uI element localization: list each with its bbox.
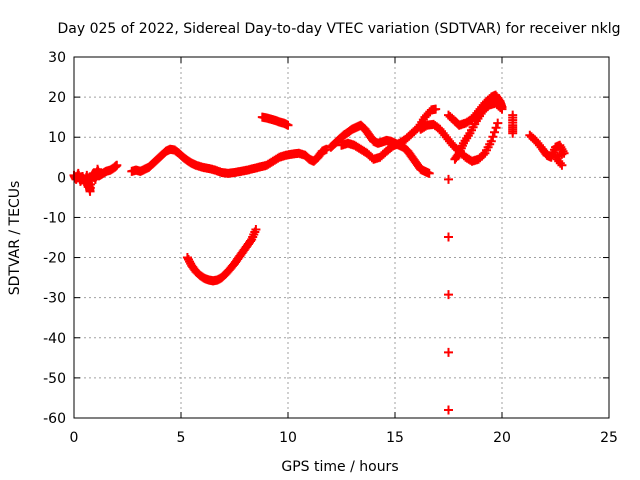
data-point-outliers <box>444 290 453 300</box>
y-tick-label: -30 <box>43 291 66 307</box>
data-point-seg-8 <box>508 128 518 138</box>
data-point-outliers <box>444 347 453 357</box>
data-point-seg-5 <box>486 136 496 146</box>
y-tick-label: -20 <box>43 251 66 267</box>
y-tick-label: 20 <box>48 90 66 106</box>
data-point-outliers <box>444 174 453 184</box>
x-tick-label: 10 <box>279 430 297 446</box>
data-point-seg-4 <box>431 104 441 114</box>
data-point-seg-2 <box>283 120 293 130</box>
y-tick-label: -50 <box>43 371 66 387</box>
tick-layer: 0 5 10 15 20 25 30 20 10 0 -10 -20 -30 -40 -50 -60 <box>43 50 618 446</box>
x-tick-label: 20 <box>493 430 511 446</box>
data-point-outliers <box>444 405 453 415</box>
data-point-outliers <box>444 232 453 242</box>
plot-frame <box>73 56 610 419</box>
data-layer <box>69 90 569 415</box>
x-tick-label: 5 <box>177 430 186 446</box>
y-axis-title: SDTVAR / TECUs <box>7 181 23 296</box>
y-tick-label: 30 <box>48 50 66 66</box>
data-point-seg-5 <box>488 132 498 142</box>
data-point-seg-dip <box>251 224 261 234</box>
data-point-seg-5 <box>493 118 503 128</box>
grid-layer <box>74 57 609 418</box>
x-tick-label: 0 <box>70 430 79 446</box>
y-tick-label: -60 <box>43 411 66 427</box>
chart-title: Day 025 of 2022, Sidereal Day-to-day VTE… <box>58 21 621 37</box>
data-point-seg-early <box>112 160 122 170</box>
y-tick-label: 0 <box>57 170 66 186</box>
y-tick-label: -10 <box>43 210 66 226</box>
x-tick-label: 25 <box>600 430 618 446</box>
y-tick-label: 10 <box>48 130 66 146</box>
data-point-seg-8 <box>557 160 567 170</box>
x-axis-title: GPS time / hours <box>281 459 398 475</box>
data-point-seg-5 <box>491 123 501 133</box>
y-tick-label: -40 <box>43 331 66 347</box>
data-point-seg-3 <box>424 168 434 178</box>
data-point-seg-5 <box>490 127 500 137</box>
x-tick-label: 15 <box>386 430 404 446</box>
data-point-seg-7 <box>497 104 507 114</box>
